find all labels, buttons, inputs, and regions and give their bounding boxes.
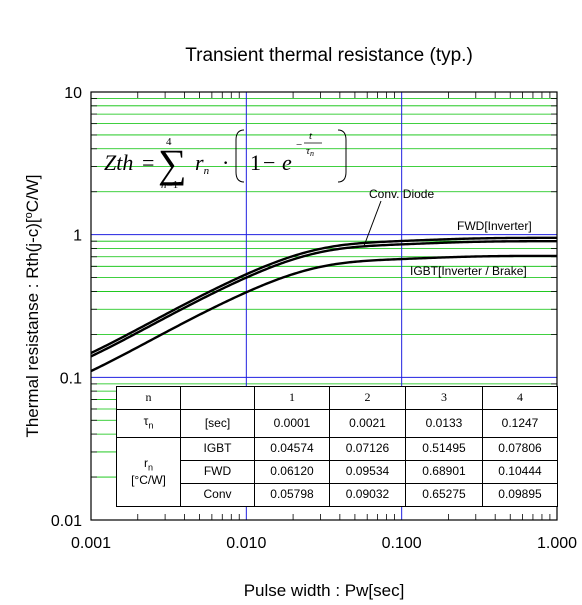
table-cell: 0.68901 <box>405 459 483 484</box>
r-unit: [°C/W] <box>131 472 166 487</box>
svg-text:rn: rn <box>195 150 210 177</box>
tau-label: τn <box>116 408 181 438</box>
svg-text:n=1: n=1 <box>161 179 178 191</box>
table-cell: 0.09534 <box>329 459 406 484</box>
table-cell: 0.65275 <box>405 482 483 508</box>
table-cell: 0.09895 <box>482 482 558 508</box>
svg-text:−: − <box>263 150 275 175</box>
svg-text:Zth: Zth <box>104 150 133 175</box>
parameter-table: n 1 2 3 4 τn [sec] 0.0001 0.0021 0.0133 … <box>116 386 558 508</box>
x-tick-label: 0.010 <box>226 535 266 552</box>
table-cell: 0.04574 <box>254 436 330 461</box>
x-axis-label: Pulse width : Pw[sec] <box>244 581 405 600</box>
table-cell: 0.05798 <box>254 482 330 508</box>
table-cell: 0.06120 <box>254 459 330 484</box>
series-line-igbt <box>90 254 557 373</box>
y-tick-label: 0.1 <box>60 370 82 387</box>
table-cell: 0.1247 <box>482 408 558 438</box>
table-row: Conv 0.05798 0.09032 0.65275 0.09895 <box>117 482 558 508</box>
svg-text:τn: τn <box>306 145 314 158</box>
svg-text:−: − <box>296 139 302 151</box>
label-conv-diode-leader <box>363 200 382 247</box>
curves <box>90 236 557 373</box>
table-cell: 0.10444 <box>482 459 558 484</box>
svg-text:t: t <box>309 130 313 142</box>
x-tick-label: 1.000 <box>537 535 577 552</box>
svg-text:1: 1 <box>250 150 261 175</box>
table-header-n: n <box>116 386 181 410</box>
table-row: rn [°C/W] IGBT 0.04574 0.07126 0.51495 0.… <box>116 436 558 508</box>
row-label-conv: Conv <box>180 482 255 508</box>
table-cell: 0.07126 <box>329 436 406 461</box>
ticks: 0.001 0.010 0.100 1.000 0.01 0.1 1 10 <box>51 85 577 552</box>
svg-text:4: 4 <box>166 136 172 148</box>
row-label-fwd: FWD <box>180 459 255 484</box>
table-header-4: 4 <box>482 386 558 410</box>
table-cell: 0.07806 <box>482 436 558 461</box>
label-igbt: IGBT[Inverter / Brake] <box>410 264 527 278</box>
svg-text:=: = <box>142 150 154 175</box>
svg-text:e: e <box>282 150 292 175</box>
series-line-fwd <box>90 236 557 355</box>
table-row: n 1 2 3 4 <box>116 386 558 410</box>
table-cell: 0.09032 <box>329 482 406 508</box>
y-axis-label: Thermal resistanse : Rth(j-c)[oC/W] <box>23 174 42 437</box>
r-label: rn [°C/W] <box>116 436 181 508</box>
formula: Zth = ∑ 4 n=1 rn · 1 − e − t τn <box>104 129 347 191</box>
table-cell: 0.0021 <box>329 408 406 438</box>
chart-title: Transient thermal resistance (typ.) <box>185 45 473 66</box>
table-header-1: 1 <box>254 386 330 410</box>
table-header-blank <box>180 386 255 410</box>
x-tick-label: 0.001 <box>71 535 111 552</box>
tau-unit: [sec] <box>180 408 255 438</box>
table-cell: 0.0133 <box>405 408 483 438</box>
svg-text:·: · <box>222 150 229 175</box>
svg-text:∑: ∑ <box>158 141 187 186</box>
label-conv-diode: Conv. Diode <box>369 187 434 201</box>
label-fwd: FWD[Inverter] <box>457 219 532 233</box>
table-row: τn [sec] 0.0001 0.0021 0.0133 0.1247 <box>116 408 558 438</box>
table-cell: 0.51495 <box>405 436 483 461</box>
y-tick-label: 0.01 <box>51 513 82 530</box>
y-tick-label: 10 <box>64 85 82 102</box>
table-header-2: 2 <box>329 386 406 410</box>
y-tick-label: 1 <box>73 228 82 245</box>
plot-frame <box>90 91 558 521</box>
series-line-conv-diode <box>90 240 557 358</box>
table-row: FWD 0.06120 0.09534 0.68901 0.10444 <box>117 459 558 484</box>
table-header-3: 3 <box>405 386 483 410</box>
table-cell: 0.0001 <box>254 408 330 438</box>
row-label-igbt: IGBT <box>180 436 255 461</box>
x-tick-label: 0.100 <box>382 535 422 552</box>
